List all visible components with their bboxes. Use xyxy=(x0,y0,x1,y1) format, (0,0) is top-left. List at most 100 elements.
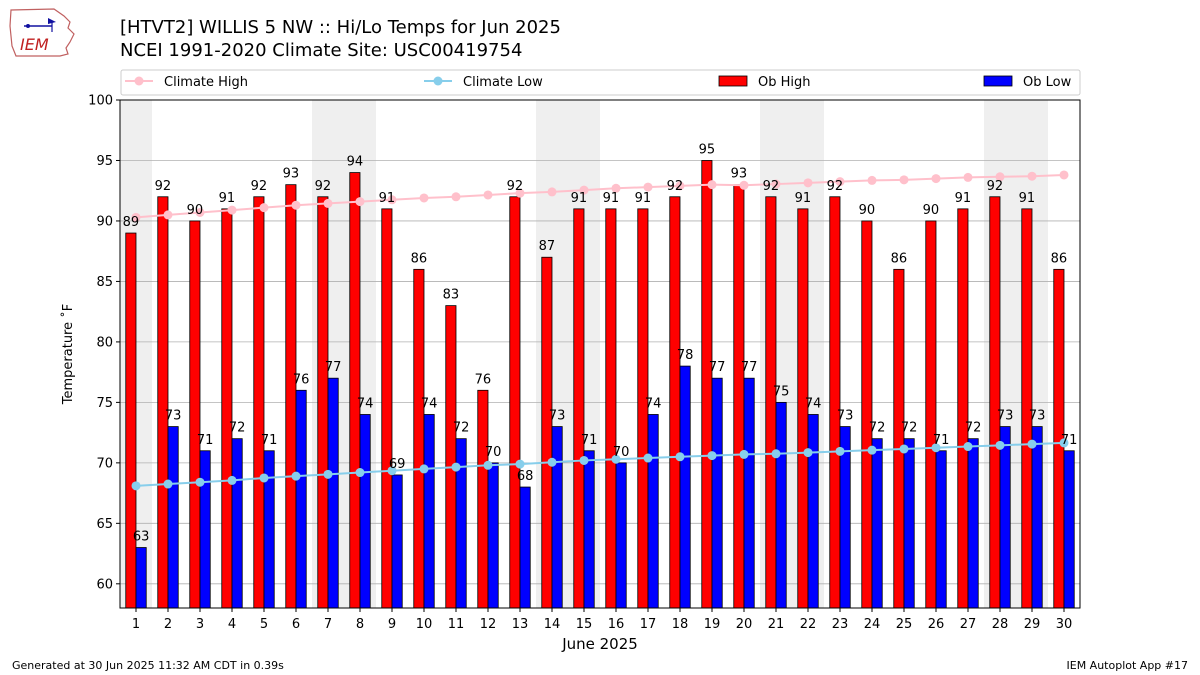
y-axis-ticks: 60 65 70 75 80 85 90 95 100 xyxy=(88,94,120,592)
climate-high-point-12 xyxy=(483,190,493,200)
y-tick-label-85: 85 xyxy=(96,275,113,290)
ob-low-bar-8 xyxy=(359,414,371,609)
ob-high-bar-11 xyxy=(445,305,457,609)
ob-high-bar-8 xyxy=(349,172,361,609)
climate-high-point-11 xyxy=(451,192,461,202)
ob-high-label-18: 92 xyxy=(667,179,684,194)
climate-high-point-16 xyxy=(611,183,621,193)
ob-low-bar-15 xyxy=(583,450,595,609)
x-tick-label-15: 15 xyxy=(576,617,593,632)
ob-high-label-14: 87 xyxy=(539,239,556,254)
climate-high-point-7 xyxy=(323,198,333,208)
x-tick-label-4: 4 xyxy=(228,617,236,632)
ob-low-bar-2 xyxy=(167,426,179,609)
y-gridlines xyxy=(120,99,1080,585)
climate-high-point-21 xyxy=(771,179,781,189)
climate-high-point-23 xyxy=(835,177,845,187)
ob-low-bar-1 xyxy=(135,547,147,609)
climate-lines xyxy=(131,170,1069,491)
ob-low-label-30: 71 xyxy=(1061,433,1078,448)
climate-low-point-22 xyxy=(803,448,813,458)
ob-high-label-10: 86 xyxy=(411,251,428,266)
ob-high-bar-21 xyxy=(765,196,777,609)
weekend-band-29 xyxy=(1016,100,1048,608)
logo-text: IEM xyxy=(20,35,49,54)
ob-high-label-6: 93 xyxy=(283,167,300,182)
y-tick-label-75: 75 xyxy=(96,396,113,411)
climate-high-point-20 xyxy=(739,180,749,190)
ob-high-label-16: 91 xyxy=(603,191,620,206)
ob-low-bar-6 xyxy=(295,389,307,609)
generated-timestamp: Generated at 30 Jun 2025 11:32 AM CDT in… xyxy=(12,659,284,672)
ob-low-label-23: 73 xyxy=(837,409,854,424)
climate-high-point-17 xyxy=(643,182,653,192)
x-tick-label-24: 24 xyxy=(864,617,881,632)
climate-low-point-4 xyxy=(227,475,237,485)
x-tick-label-16: 16 xyxy=(608,617,625,632)
x-tick-label-9: 9 xyxy=(388,617,396,632)
legend-ob-high-swatch xyxy=(718,75,748,87)
x-tick-label-19: 19 xyxy=(704,617,721,632)
climate-high-point-24 xyxy=(867,175,877,185)
legend-climate-high-marker xyxy=(134,76,144,86)
ob-low-label-14: 73 xyxy=(549,409,566,424)
weekend-bands xyxy=(120,100,1048,608)
legend-climate-high-label: Climate High xyxy=(164,75,248,90)
legend: Climate High Climate Low Ob High Ob Low xyxy=(120,69,1081,96)
y-tick-label-100: 100 xyxy=(88,94,113,109)
climate-low-point-24 xyxy=(867,445,877,455)
ob-low-bar-21 xyxy=(775,401,787,609)
ob-low-label-19: 77 xyxy=(709,360,726,375)
ob-low-label-21: 75 xyxy=(773,384,790,399)
ob-high-bar-28 xyxy=(989,196,1001,609)
weekend-band-8 xyxy=(344,100,376,608)
ob-low-bar-28 xyxy=(999,426,1011,609)
ob-high-label-15: 91 xyxy=(571,191,588,206)
ob-high-bar-1 xyxy=(125,232,137,609)
weekend-band-1 xyxy=(120,100,152,608)
ob-low-label-3: 71 xyxy=(197,433,214,448)
y-tick-label-60: 60 xyxy=(96,577,113,592)
bar-labels: 89 63 92 73 90 71 91 72 92 71 93 76 92 77 94 74 91 69 86 74… xyxy=(123,142,1078,544)
ob-low-label-28: 73 xyxy=(997,409,1014,424)
ob-high-label-28: 92 xyxy=(987,179,1004,194)
x-tick-label-27: 27 xyxy=(960,617,977,632)
ob-low-label-7: 77 xyxy=(325,360,342,375)
y-axis-label: Temperature ˚F xyxy=(60,304,76,405)
ob-high-label-3: 90 xyxy=(187,203,204,218)
climate-high-point-8 xyxy=(355,197,365,207)
ob-high-bar-18 xyxy=(669,196,681,609)
climate-low-point-13 xyxy=(515,459,525,469)
ob-low-label-15: 71 xyxy=(581,433,598,448)
climate-low-point-12 xyxy=(483,460,493,470)
climate-low-point-26 xyxy=(931,443,941,453)
ob-high-bar-25 xyxy=(893,268,905,609)
climate-low-point-8 xyxy=(355,468,365,478)
x-tick-label-7: 7 xyxy=(324,617,332,632)
x-tick-label-2: 2 xyxy=(164,617,172,632)
ob-high-bar-30 xyxy=(1053,268,1065,609)
climate-low-point-5 xyxy=(259,473,269,483)
ob-low-bar-22 xyxy=(807,414,819,609)
ob-high-bar-24 xyxy=(861,220,873,609)
ob-low-label-2: 73 xyxy=(165,409,182,424)
ob-high-bar-20 xyxy=(733,184,745,609)
y-tick-label-90: 90 xyxy=(96,214,113,229)
climate-low-point-20 xyxy=(739,449,749,459)
x-tick-label-6: 6 xyxy=(292,617,300,632)
ob-high-label-8: 94 xyxy=(347,155,364,170)
ob-high-label-27: 91 xyxy=(955,191,972,206)
ob-low-bar-27 xyxy=(967,438,979,609)
x-tick-label-25: 25 xyxy=(896,617,913,632)
x-tick-label-28: 28 xyxy=(992,617,1009,632)
x-tick-label-10: 10 xyxy=(416,617,433,632)
ob-low-bar-4 xyxy=(231,438,243,609)
ob-high-bar-6 xyxy=(285,184,297,609)
ob-low-bar-9 xyxy=(391,474,403,609)
ob-low-label-12: 70 xyxy=(485,445,502,460)
climate-low-line xyxy=(135,441,1065,487)
ob-high-bar-17 xyxy=(637,208,649,609)
x-tick-label-12: 12 xyxy=(480,617,497,632)
climate-low-point-1 xyxy=(131,481,141,491)
